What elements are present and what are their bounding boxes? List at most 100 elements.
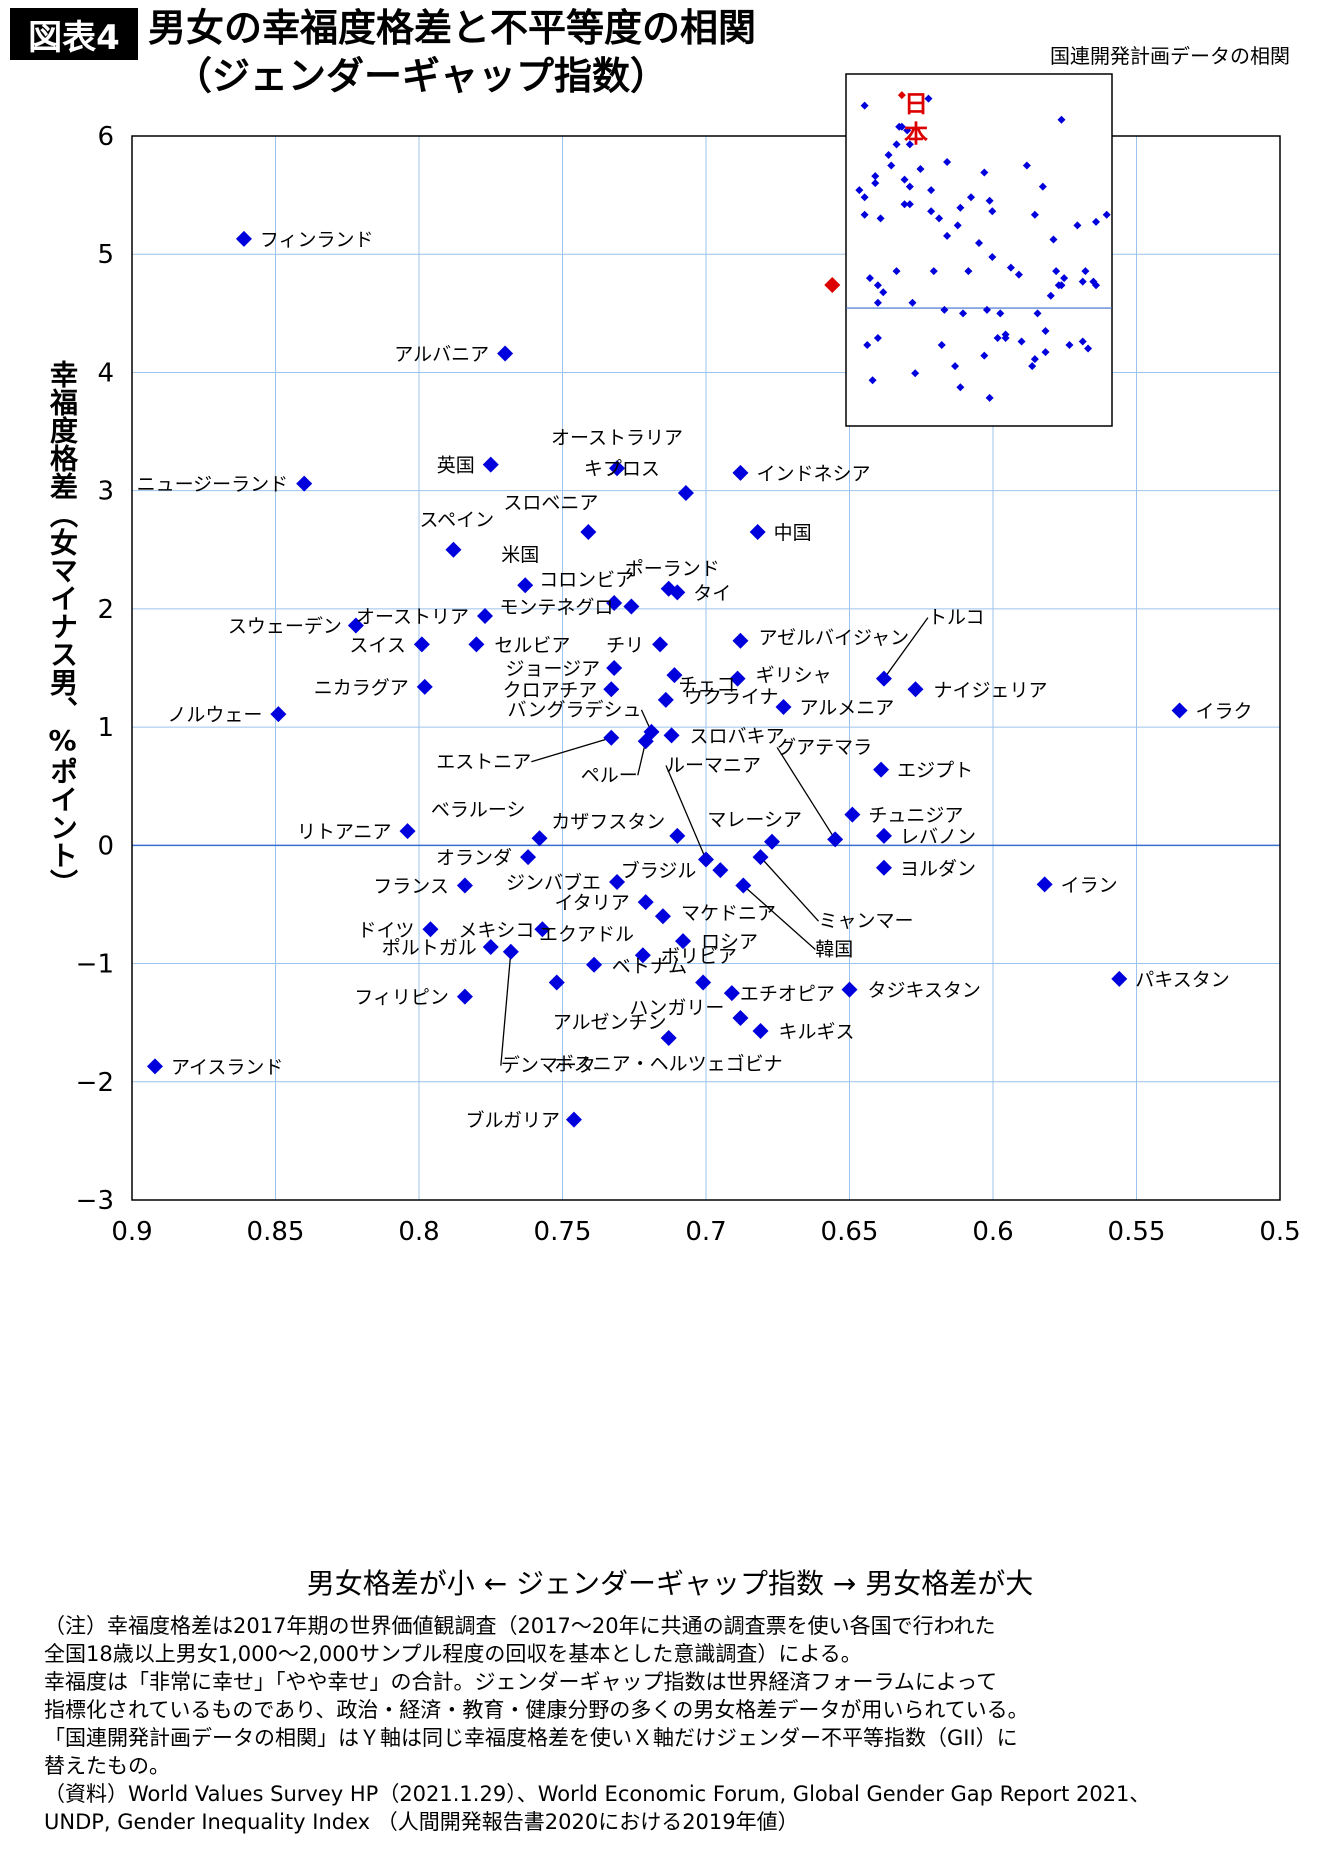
point-ブラジル: [712, 862, 729, 879]
y-tick-label: −3: [76, 1186, 114, 1216]
label-米国: 米国: [501, 544, 539, 566]
inset-point: [1030, 355, 1039, 364]
inset-point: [1057, 115, 1066, 124]
label-タイ: タイ: [693, 582, 731, 604]
inset-point: [993, 334, 1002, 342]
note-line-8: UNDP, Gender Inequality Index （人間開発報告書20…: [44, 1810, 799, 1834]
point-デンマーク: [502, 943, 519, 960]
label-タジキスタン: タジキスタン: [868, 980, 981, 1002]
inset-point: [988, 253, 997, 262]
y-axis-label: 幸福度格差（女マイナス男、%ポイント）: [46, 360, 79, 897]
point-キプロス: [677, 485, 694, 502]
notes: （注）幸福度格差は2017年期の世界価値観調査（2017〜20年に共通の調査票を…: [44, 1612, 1334, 1836]
leader-lines: [500, 617, 929, 1066]
label-中国: 中国: [774, 522, 812, 544]
label-スロベニア: スロベニア: [503, 492, 598, 514]
inset-point: [1033, 309, 1042, 318]
inset-point: [1078, 277, 1087, 286]
chart-subtitle: （ジェンダーギャップ指数）: [174, 54, 669, 98]
point-スウェーデン: [347, 617, 364, 634]
label-アルバニア: アルバニア: [394, 344, 489, 366]
point-エストニア: [603, 729, 620, 746]
leader-ミャンマー: [760, 856, 820, 922]
label-ギリシャ: ギリシャ: [756, 665, 832, 687]
label-セルビア: セルビア: [494, 634, 570, 656]
leader-ルーマニア: [665, 765, 707, 860]
label-アルメニア: アルメニア: [799, 697, 894, 719]
point-米国: [517, 577, 534, 594]
label-フィンランド: フィンランド: [260, 229, 374, 251]
label-ボリビア: ボリビア: [661, 945, 737, 967]
point-ルーマニア: [698, 851, 714, 868]
inset-point: [1057, 281, 1066, 290]
point-ドイツ: [422, 921, 439, 938]
label-クロアチア: クロアチア: [503, 679, 598, 701]
point-ベトナム: [695, 974, 712, 991]
inset-point: [871, 172, 880, 181]
point-ペルー: [637, 733, 654, 750]
inset-point: [900, 200, 909, 209]
inset-point: [943, 231, 952, 240]
inset-point: [873, 334, 882, 342]
inset-point: [1030, 210, 1039, 219]
inset-point: [1017, 337, 1026, 346]
inset-point: [980, 351, 989, 360]
inset-point: [1078, 337, 1087, 346]
label-ドイツ: ドイツ: [357, 919, 414, 941]
label-ブラジル: ブラジル: [621, 859, 697, 882]
inset-japan-label-1: 日: [904, 90, 928, 118]
note-line-3: 幸福度は「非常に幸せ」「やや幸せ」の合計。ジェンダーギャップ指数は世界経済フォー…: [44, 1670, 998, 1694]
inset-point: [1092, 217, 1101, 226]
inset-point: [943, 158, 952, 166]
inset-point: [1073, 221, 1082, 230]
point-リトアニア: [399, 823, 416, 840]
label-ペルー: ペルー: [581, 764, 638, 786]
point-オーストリア: [477, 607, 494, 624]
inset-point: [940, 305, 949, 314]
figure-badge: 図表4: [10, 8, 138, 60]
point-パキスタン: [1111, 970, 1128, 987]
label-アルゼンチン: アルゼンチン: [553, 1011, 667, 1033]
label-パキスタン: パキスタン: [1135, 969, 1229, 991]
label-英国: 英国: [437, 455, 475, 477]
label-ポーランド: ポーランド: [625, 558, 720, 580]
inset-point: [935, 214, 944, 223]
point-エジプト: [873, 761, 890, 778]
label-ニカラグア: ニカラグア: [314, 677, 409, 699]
x-tick-label: 0.75: [534, 1217, 592, 1247]
point-マレーシア: [764, 833, 781, 850]
point-レバノン: [875, 827, 892, 844]
label-ジンバブエ: ジンバブエ: [506, 871, 601, 894]
x-tick-labels: 0.9 0.85 0.8 0.75 0.7 0.65 0.6 0.55 0.5: [111, 1217, 1300, 1247]
point-チリ: [652, 636, 669, 653]
label-ポルトガル: ポルトガル: [382, 937, 477, 959]
inset-point: [860, 210, 869, 219]
point-タイ: [669, 584, 686, 601]
label-オーストリア: オーストリア: [356, 606, 469, 628]
point-ギリシャ: [729, 670, 746, 687]
inset-point: [1014, 270, 1023, 279]
inset-point: [956, 383, 965, 392]
point-メキシコ: [534, 921, 551, 938]
point-ヨルダン: [875, 859, 892, 876]
label-ミャンマー: ミャンマー: [819, 910, 914, 932]
leader-韓国: [742, 885, 816, 951]
y-tick-label: 0: [97, 831, 114, 861]
inset-japan-label-2: 本: [904, 120, 928, 148]
label-ジョージア: ジョージア: [506, 658, 601, 680]
point-ナイジェリア: [907, 681, 924, 698]
label-エジプト: エジプト: [897, 760, 973, 782]
leader-グアテマラ: [776, 747, 836, 840]
point-イラン: [1036, 876, 1053, 893]
point-チェコ: [666, 667, 683, 684]
label-ヨルダン: ヨルダン: [900, 858, 976, 880]
inset-point: [897, 122, 906, 131]
label-イラン: イラン: [1061, 874, 1118, 896]
label-スウェーデン: スウェーデン: [228, 615, 342, 637]
inset-point: [1065, 341, 1074, 350]
inset-point: [860, 193, 869, 202]
x-tick-label: 0.8: [398, 1217, 439, 1247]
inset-point: [924, 94, 933, 103]
point-タジキスタン: [841, 981, 858, 998]
label-ナイジェリア: ナイジェリア: [934, 679, 1048, 701]
